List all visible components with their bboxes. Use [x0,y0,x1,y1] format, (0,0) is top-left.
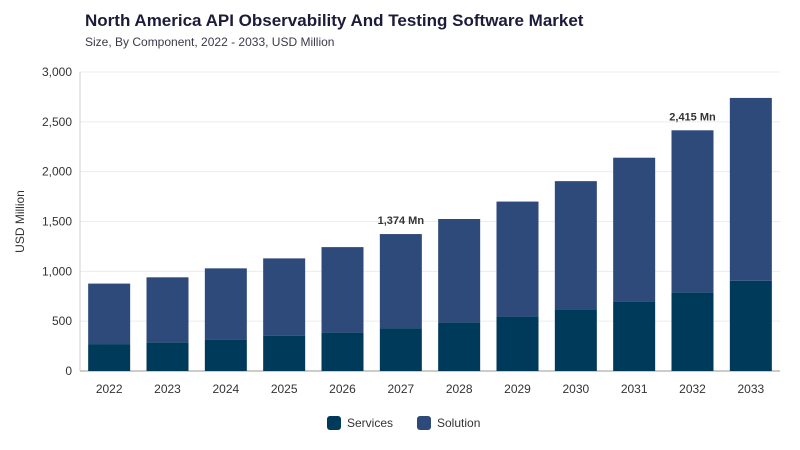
bar-services [146,342,189,371]
bar-solution [146,277,189,343]
bar-solution [438,219,481,323]
x-tick-label: 2030 [562,382,589,396]
x-tick-label: 2028 [446,382,473,396]
bar-services [263,335,306,371]
y-tick-label: 500 [52,314,72,328]
bar-services [554,309,597,371]
x-tick-label: 2033 [737,382,764,396]
bar-services [204,339,247,371]
bar-solution [321,247,364,333]
bar-services [729,280,772,371]
y-tick-label: 1,500 [42,215,72,229]
bar-solution [671,130,714,293]
x-tick-label: 2029 [504,382,531,396]
bar-services [438,322,481,371]
x-tick-label: 2027 [387,382,414,396]
x-tick-label: 2032 [679,382,706,396]
bar-services [88,344,131,371]
bar-solution [613,157,656,302]
y-tick-label: 3,000 [42,65,72,79]
bar-solution [379,234,422,329]
legend-label: Solution [437,416,480,430]
bar-solution [554,181,597,310]
chart-subtitle: Size, By Component, 2022 - 2033, USD Mil… [85,35,335,49]
bar-solution [204,268,247,340]
legend-swatch-services [327,416,341,430]
chart-title: North America API Observability And Test… [85,11,584,30]
y-tick-label: 2,500 [42,115,72,129]
bar-solution [729,97,772,281]
x-tick-label: 2031 [621,382,648,396]
bar-services [321,332,364,371]
bar-solution [263,258,306,336]
x-tick-label: 2022 [96,382,123,396]
bar-services [613,301,656,371]
data-label: 1,374 Mn [378,215,425,227]
bar-services [379,328,422,371]
x-tick-label: 2023 [154,382,181,396]
y-tick-label: 2,000 [42,165,72,179]
data-label: 2,415 Mn [669,111,716,123]
y-tick-label: 1,000 [42,264,72,278]
legend-swatch-solution [417,416,431,430]
x-tick-label: 2024 [212,382,239,396]
bar-services [671,292,714,371]
x-tick-label: 2026 [329,382,356,396]
y-axis-label: USD Million [13,190,27,253]
bar-solution [496,201,539,317]
legend-label: Services [347,416,393,430]
bar-solution [88,283,131,345]
x-tick-label: 2025 [271,382,298,396]
y-tick-label: 0 [65,364,72,378]
bar-services [496,316,539,371]
